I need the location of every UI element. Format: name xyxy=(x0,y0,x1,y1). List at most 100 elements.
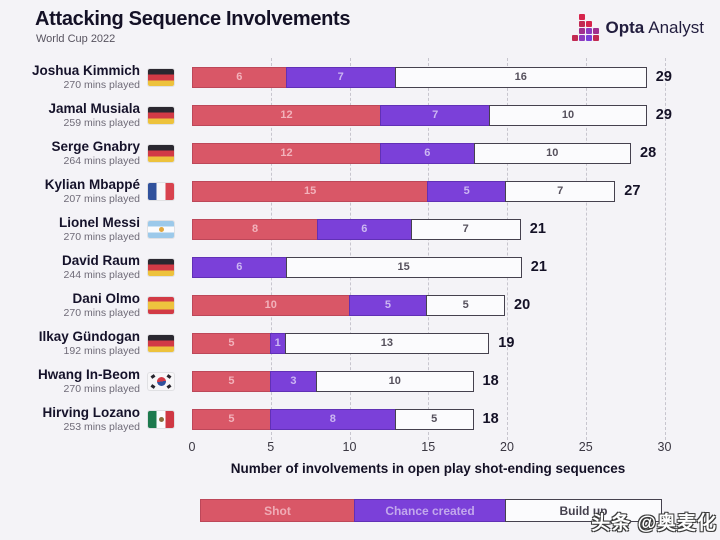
shot-segment: 5 xyxy=(192,332,271,354)
player-name: Lionel Messi xyxy=(58,214,140,230)
player-meta: Jamal Musiala 259 mins played xyxy=(0,101,140,130)
player-name: David Raum xyxy=(61,252,140,268)
legend-chance: Chance created xyxy=(354,499,506,522)
player-mins: 270 mins played xyxy=(63,307,140,320)
total-label: 18 xyxy=(482,411,499,427)
player-mins: 259 mins played xyxy=(63,117,140,130)
chance-segment: 3 xyxy=(269,370,317,392)
bar-area: 8 6 7 21 xyxy=(192,218,546,240)
page-subtitle: World Cup 2022 xyxy=(36,33,116,45)
player-name: Joshua Kimmich xyxy=(31,62,140,78)
player-row: Kylian Mbappé 207 mins played 15 5 7 27 xyxy=(0,172,720,210)
build-segment: 7 xyxy=(410,218,521,240)
player-name: Jamal Musiala xyxy=(48,100,140,116)
player-mins: 270 mins played xyxy=(63,383,140,396)
build-segment: 13 xyxy=(284,332,490,354)
germany-flag-icon xyxy=(148,334,174,352)
x-tick-label: 10 xyxy=(342,440,357,454)
gridline xyxy=(585,58,587,440)
player-name: Ilkay Gündogan xyxy=(38,328,140,344)
stacked-bar: 10 5 5 xyxy=(192,294,505,316)
build-segment: 10 xyxy=(489,104,647,126)
plot-gridlines xyxy=(192,58,666,440)
player-row: Dani Olmo 270 mins played 10 5 5 20 xyxy=(0,286,720,324)
brand-name: Opta Analyst xyxy=(606,18,704,38)
build-segment: 16 xyxy=(394,66,647,88)
x-axis-ticks: 0 5 10 15 20 25 30 xyxy=(188,440,672,456)
bar-area: 12 6 10 28 xyxy=(192,142,657,164)
player-name: Hwang In-Beom xyxy=(37,366,140,382)
stacked-bar: 12 7 10 xyxy=(192,104,647,126)
shot-segment: 6 xyxy=(192,66,287,88)
player-row: Hwang In-Beom 270 mins played 5 3 10 18 xyxy=(0,362,720,400)
bar-area: 5 3 10 18 xyxy=(192,370,499,392)
x-tick-label: 20 xyxy=(500,440,514,454)
gridline xyxy=(270,58,272,440)
player-meta: Joshua Kimmich 270 mins played xyxy=(0,63,140,92)
total-label: 28 xyxy=(640,145,657,161)
total-label: 19 xyxy=(498,335,515,351)
build-segment: 5 xyxy=(394,408,474,430)
brand-light: Analyst xyxy=(648,17,704,37)
shot-segment: 10 xyxy=(192,294,350,316)
gridline xyxy=(428,58,430,440)
player-row: Hirving Lozano 253 mins played 5 8 5 18 xyxy=(0,400,720,438)
mexico-flag-icon xyxy=(148,410,174,428)
germany-flag-icon xyxy=(148,68,174,86)
chance-segment: 5 xyxy=(427,180,506,202)
bar-area: 15 5 7 27 xyxy=(192,180,640,202)
bar-area: 12 7 10 29 xyxy=(192,104,672,126)
player-mins: 253 mins played xyxy=(63,421,140,434)
chance-segment: 8 xyxy=(269,408,396,430)
page-title: Attacking Sequence Involvements xyxy=(35,8,351,30)
x-tick-label: 15 xyxy=(421,440,436,454)
opta-squares-icon xyxy=(571,14,599,41)
chance-segment: 6 xyxy=(192,256,287,278)
build-segment: 10 xyxy=(473,142,631,164)
gridline xyxy=(349,58,351,440)
build-segment: 7 xyxy=(505,180,616,202)
build-segment: 5 xyxy=(426,294,505,316)
player-mins: 192 mins played xyxy=(63,345,140,358)
chart-rows: Joshua Kimmich 270 mins played 6 7 16 29 Jamal… xyxy=(0,58,720,438)
stacked-bar: 5 3 10 xyxy=(192,370,474,392)
bar-area: 5 1 13 19 xyxy=(192,332,515,354)
player-name: Kylian Mbappé xyxy=(44,176,140,192)
build-segment: 10 xyxy=(316,370,474,392)
shot-segment: 12 xyxy=(192,104,381,126)
chance-segment: 6 xyxy=(317,218,412,240)
player-meta: Serge Gnabry 264 mins played xyxy=(0,139,140,168)
germany-flag-icon xyxy=(148,106,174,124)
chance-segment: 7 xyxy=(380,104,491,126)
player-meta: Hwang In-Beom 270 mins played xyxy=(0,367,140,396)
argentina-flag-icon xyxy=(148,220,174,238)
player-mins: 264 mins played xyxy=(63,155,140,168)
x-tick-label: 0 xyxy=(188,440,196,454)
bar-area: 6 15 21 xyxy=(192,256,547,278)
player-meta: Kylian Mbappé 207 mins played xyxy=(0,177,140,206)
player-meta: David Raum 244 mins played xyxy=(0,253,140,282)
x-tick-label: 30 xyxy=(657,440,672,454)
player-mins: 270 mins played xyxy=(63,79,140,92)
total-label: 21 xyxy=(530,259,547,275)
build-segment: 15 xyxy=(285,256,522,278)
shot-segment: 12 xyxy=(192,142,381,164)
total-label: 21 xyxy=(529,221,546,237)
south-korea-flag-icon xyxy=(148,372,174,390)
player-row: Lionel Messi 270 mins played 8 6 7 21 xyxy=(0,210,720,248)
chart-legend: Shot Chance created Build up xyxy=(200,499,662,522)
france-flag-icon xyxy=(148,182,174,200)
gridline xyxy=(664,58,666,440)
player-name: Hirving Lozano xyxy=(42,404,141,420)
player-row: Joshua Kimmich 270 mins played 6 7 16 29 xyxy=(0,58,720,96)
stacked-bar: 12 6 10 xyxy=(192,142,631,164)
shot-segment: 15 xyxy=(192,180,429,202)
chance-segment: 1 xyxy=(269,332,286,354)
stacked-bar: 5 1 13 xyxy=(192,332,490,354)
opta-analyst-logo: Opta Analyst xyxy=(571,14,704,41)
total-label: 29 xyxy=(655,107,672,123)
total-label: 20 xyxy=(514,297,531,313)
germany-flag-icon xyxy=(148,258,174,276)
